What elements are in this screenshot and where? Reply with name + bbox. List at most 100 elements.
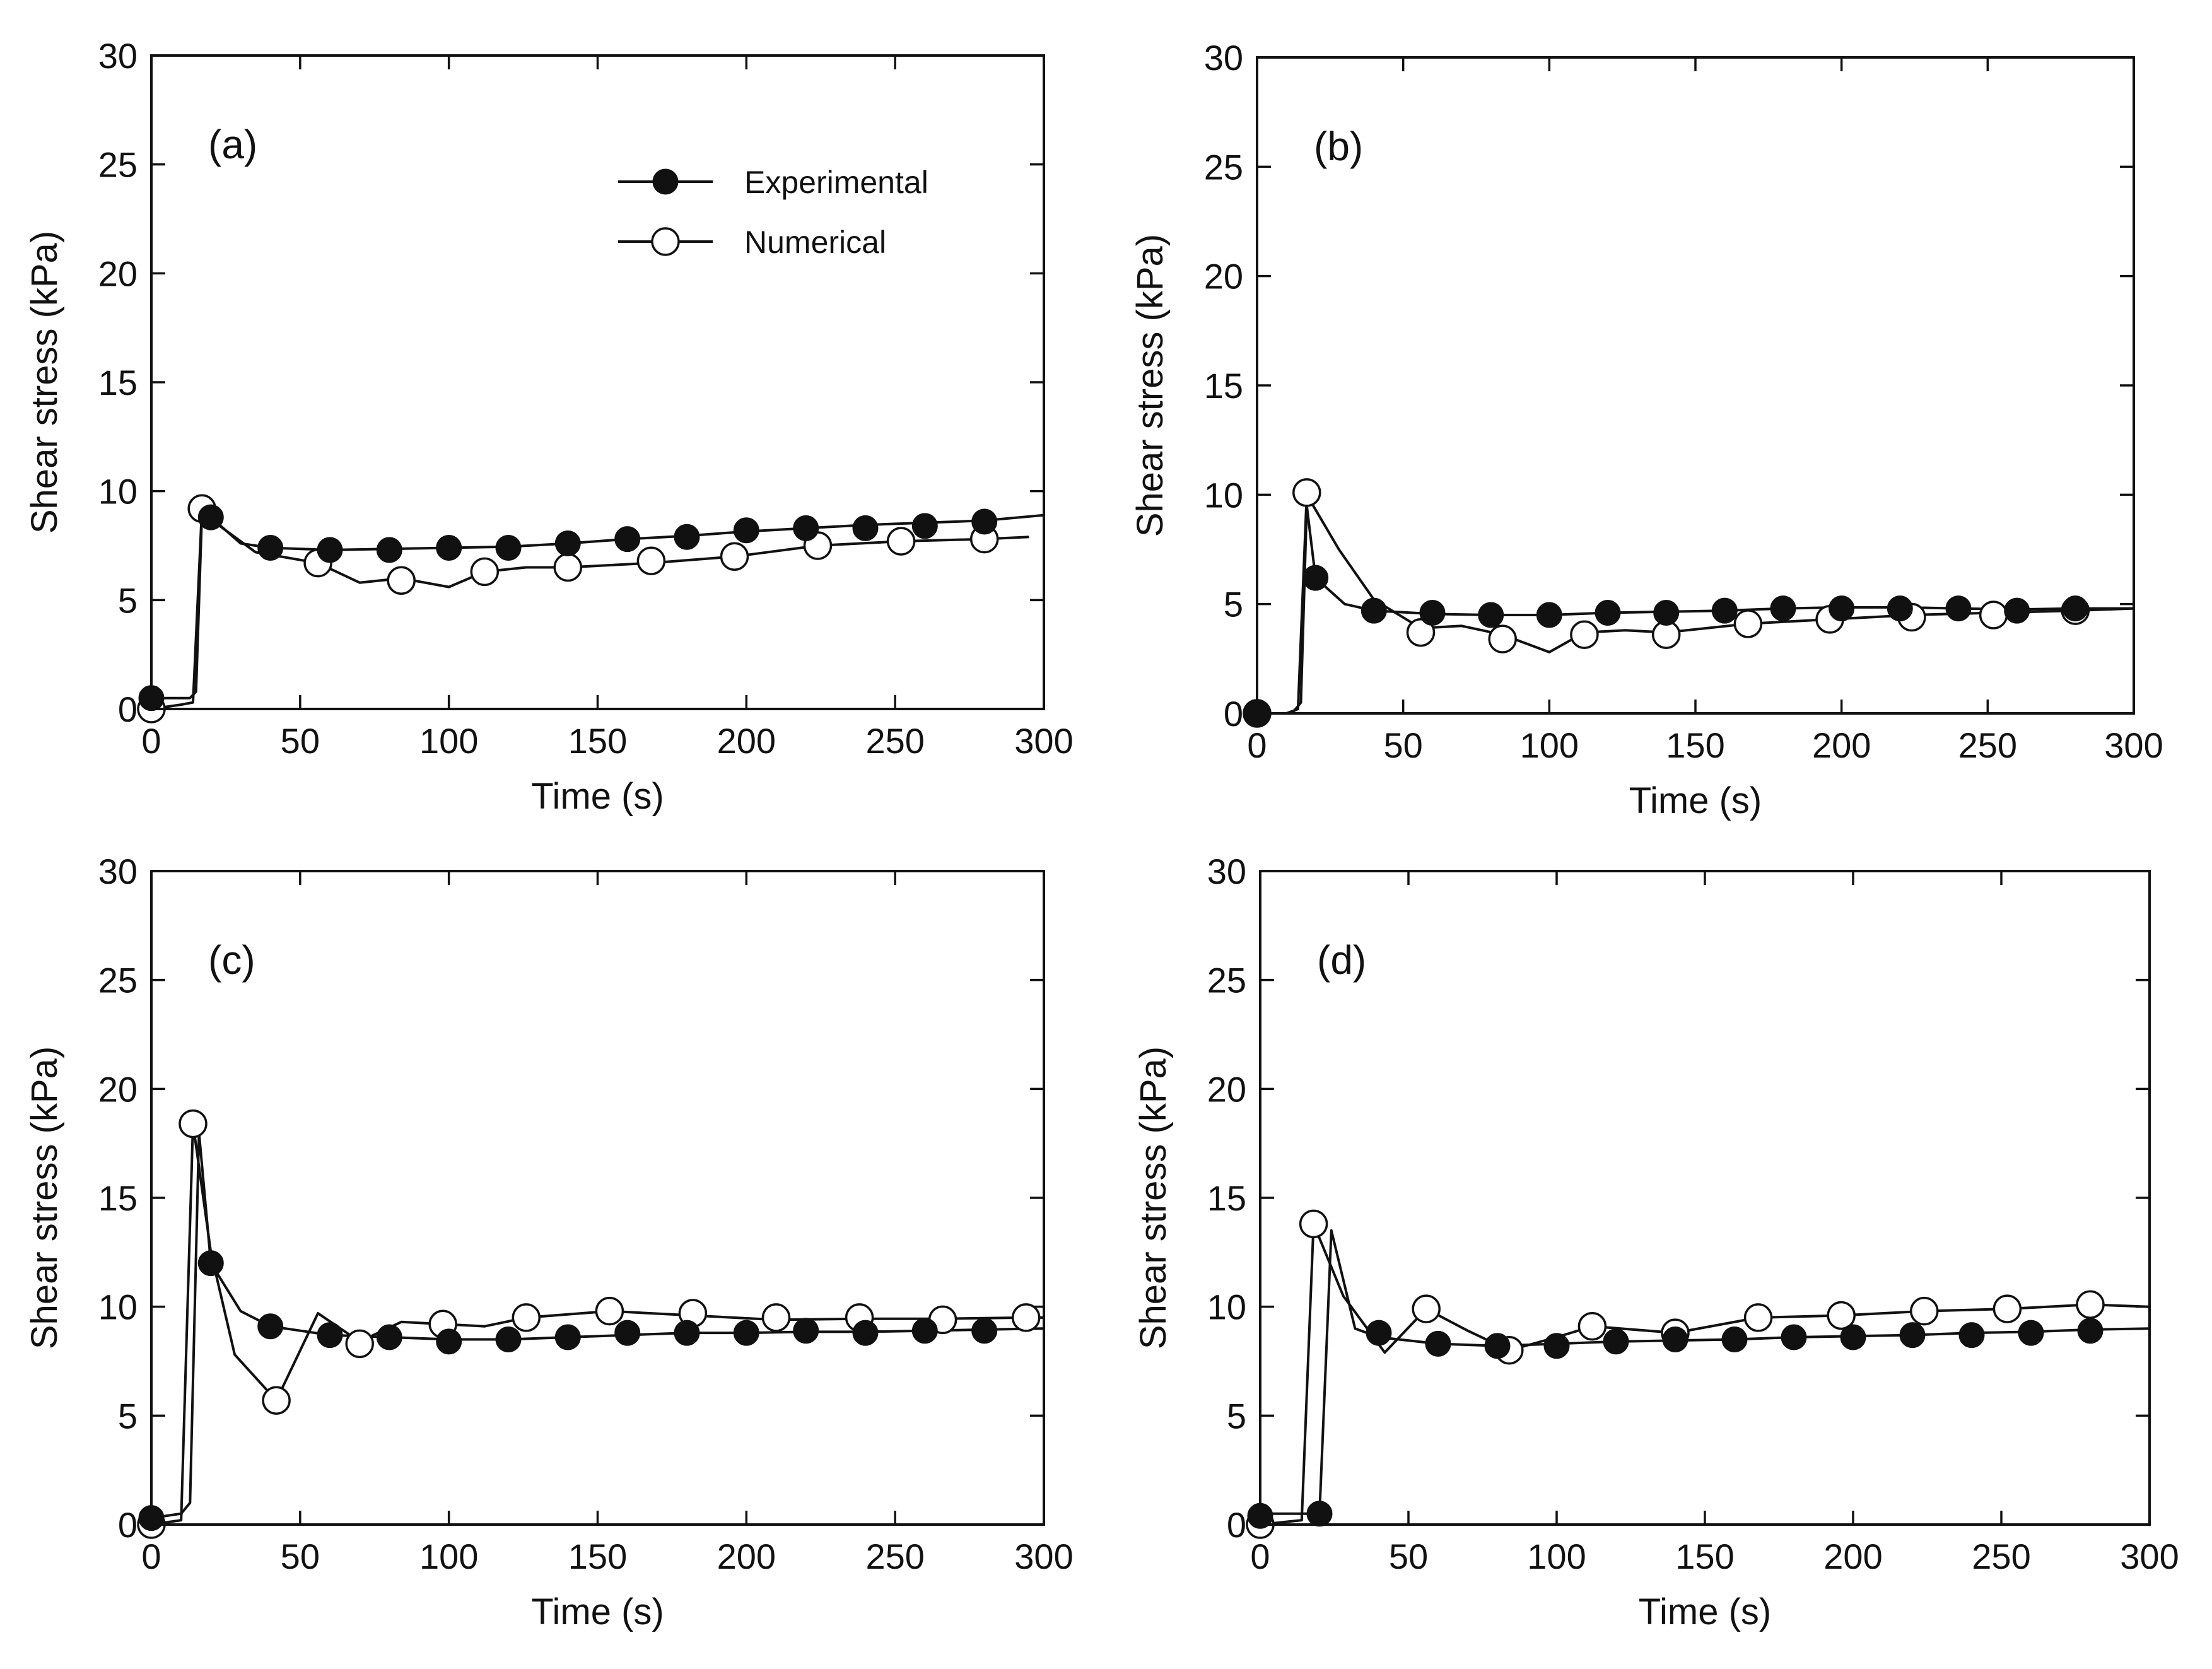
experimental-point <box>793 515 819 541</box>
experimental-point <box>317 537 343 563</box>
experimental-point <box>197 504 224 530</box>
numerical-point <box>2076 1290 2105 1319</box>
experimental-point <box>1478 602 1504 628</box>
legend-label: Experimental <box>744 165 928 200</box>
experimental-point <box>971 508 998 535</box>
y-tick-label: 10 <box>98 472 138 512</box>
numerical-point <box>1299 1209 1328 1239</box>
experimental-point <box>1484 1333 1511 1359</box>
x-axis-label: Time (s) <box>531 1591 664 1632</box>
numerical-point <box>1993 1294 2022 1323</box>
x-tick-label: 100 <box>1527 1537 1586 1576</box>
experimental-point <box>257 1313 284 1340</box>
panel-label: (b) <box>1314 124 1363 169</box>
x-tick-label: 250 <box>1972 1537 2030 1576</box>
experimental-point <box>1721 1326 1748 1352</box>
legend: Experimental Numerical <box>618 165 928 260</box>
x-tick-label: 150 <box>1675 1537 1734 1576</box>
series-line-numerical <box>151 1122 1044 1526</box>
y-tick-label: 20 <box>98 1069 138 1109</box>
numerical-point <box>387 566 416 595</box>
numerical-point <box>470 557 500 587</box>
y-tick-label: 25 <box>98 961 138 1000</box>
y-tick-label: 0 <box>118 1505 138 1545</box>
legend-marker-filled <box>652 168 679 195</box>
x-tick-label: 200 <box>1823 1537 1882 1576</box>
experimental-point <box>1887 595 1913 622</box>
experimental-point <box>1945 595 1972 622</box>
x-tick-label: 150 <box>568 721 627 761</box>
experimental-point <box>197 1250 224 1277</box>
experimental-point <box>2018 1320 2044 1346</box>
x-tick-label: 300 <box>1014 1537 1073 1576</box>
experimental-point <box>1711 597 1738 624</box>
y-tick-label: 10 <box>98 1287 138 1327</box>
x-tick-label: 0 <box>141 721 161 761</box>
numerical-point <box>1979 600 2008 630</box>
y-axis-label: Shear stress (kPa) <box>1133 1046 1174 1349</box>
x-tick-label: 150 <box>568 1537 627 1576</box>
experimental-point <box>793 1318 819 1344</box>
x-axis-label: Time (s) <box>1639 1591 1771 1632</box>
experimental-point <box>1603 1328 1629 1355</box>
x-axis-label: Time (s) <box>531 776 664 817</box>
plot-frame <box>1256 56 2135 715</box>
y-tick-label: 30 <box>98 36 138 76</box>
y-tick-label: 5 <box>1224 585 1243 624</box>
experimental-point <box>376 1324 402 1350</box>
y-axis-label: Shear stress (kPa) <box>24 1046 65 1349</box>
experimental-point <box>495 535 522 561</box>
numerical-point <box>345 1329 374 1359</box>
experimental-point <box>733 1320 759 1346</box>
plot-frame <box>150 870 1045 1526</box>
x-tick-label: 50 <box>1384 725 1423 765</box>
chart-panel: 0 50 100 150 200 250 300 0 5 10 15 20 25 30 (b) Time (s… <box>1130 38 2163 821</box>
y-tick-label: 0 <box>118 689 138 729</box>
experimental-point <box>911 513 938 539</box>
numerical-point <box>636 546 666 575</box>
experimental-point <box>911 1318 938 1344</box>
numerical-point <box>1412 1294 1441 1323</box>
numerical-point <box>553 553 583 582</box>
y-tick-label: 20 <box>1207 1069 1246 1109</box>
y-tick-label: 20 <box>1204 257 1243 296</box>
y-axis-label: Shear stress (kPa) <box>1130 234 1171 537</box>
experimental-point <box>554 1324 581 1350</box>
x-tick-label: 300 <box>2120 1537 2179 1576</box>
numerical-point <box>262 1386 291 1415</box>
x-tick-label: 300 <box>1014 721 1073 761</box>
experimental-point <box>1302 565 1329 591</box>
numerical-point <box>1577 1311 1607 1341</box>
numerical-point <box>886 527 916 556</box>
y-tick-label: 15 <box>98 363 138 402</box>
y-tick-label: 15 <box>1207 1178 1246 1218</box>
series-line-experimental <box>151 1131 1045 1520</box>
legend-marker-open <box>651 227 680 256</box>
x-tick-label: 200 <box>717 1537 776 1576</box>
y-tick-label: 15 <box>1204 366 1243 406</box>
x-tick-label: 250 <box>1958 725 2017 765</box>
legend-label: Numerical <box>744 225 886 260</box>
experimental-point <box>674 1320 700 1346</box>
experimental-point <box>1840 1324 1866 1350</box>
numerical-point <box>1292 478 1321 507</box>
y-tick-label: 25 <box>98 145 138 185</box>
numerical-point <box>595 1296 624 1326</box>
panel-label: (d) <box>1317 937 1366 983</box>
y-tick-label: 0 <box>1227 1505 1246 1545</box>
x-tick-label: 100 <box>1520 725 1579 765</box>
experimental-point <box>2077 1318 2104 1344</box>
x-tick-label: 50 <box>281 1537 320 1576</box>
experimental-point <box>1781 1324 1807 1350</box>
experimental-point <box>1595 600 1621 626</box>
experimental-point <box>554 530 581 556</box>
numerical-point <box>1733 609 1763 638</box>
y-tick-label: 30 <box>1207 852 1246 891</box>
experimental-point <box>1770 595 1796 622</box>
experimental-point <box>674 524 700 550</box>
experimental-point <box>376 537 402 563</box>
y-tick-label: 15 <box>98 1178 138 1218</box>
x-tick-label: 0 <box>141 1537 161 1576</box>
experimental-point <box>1662 1326 1688 1352</box>
